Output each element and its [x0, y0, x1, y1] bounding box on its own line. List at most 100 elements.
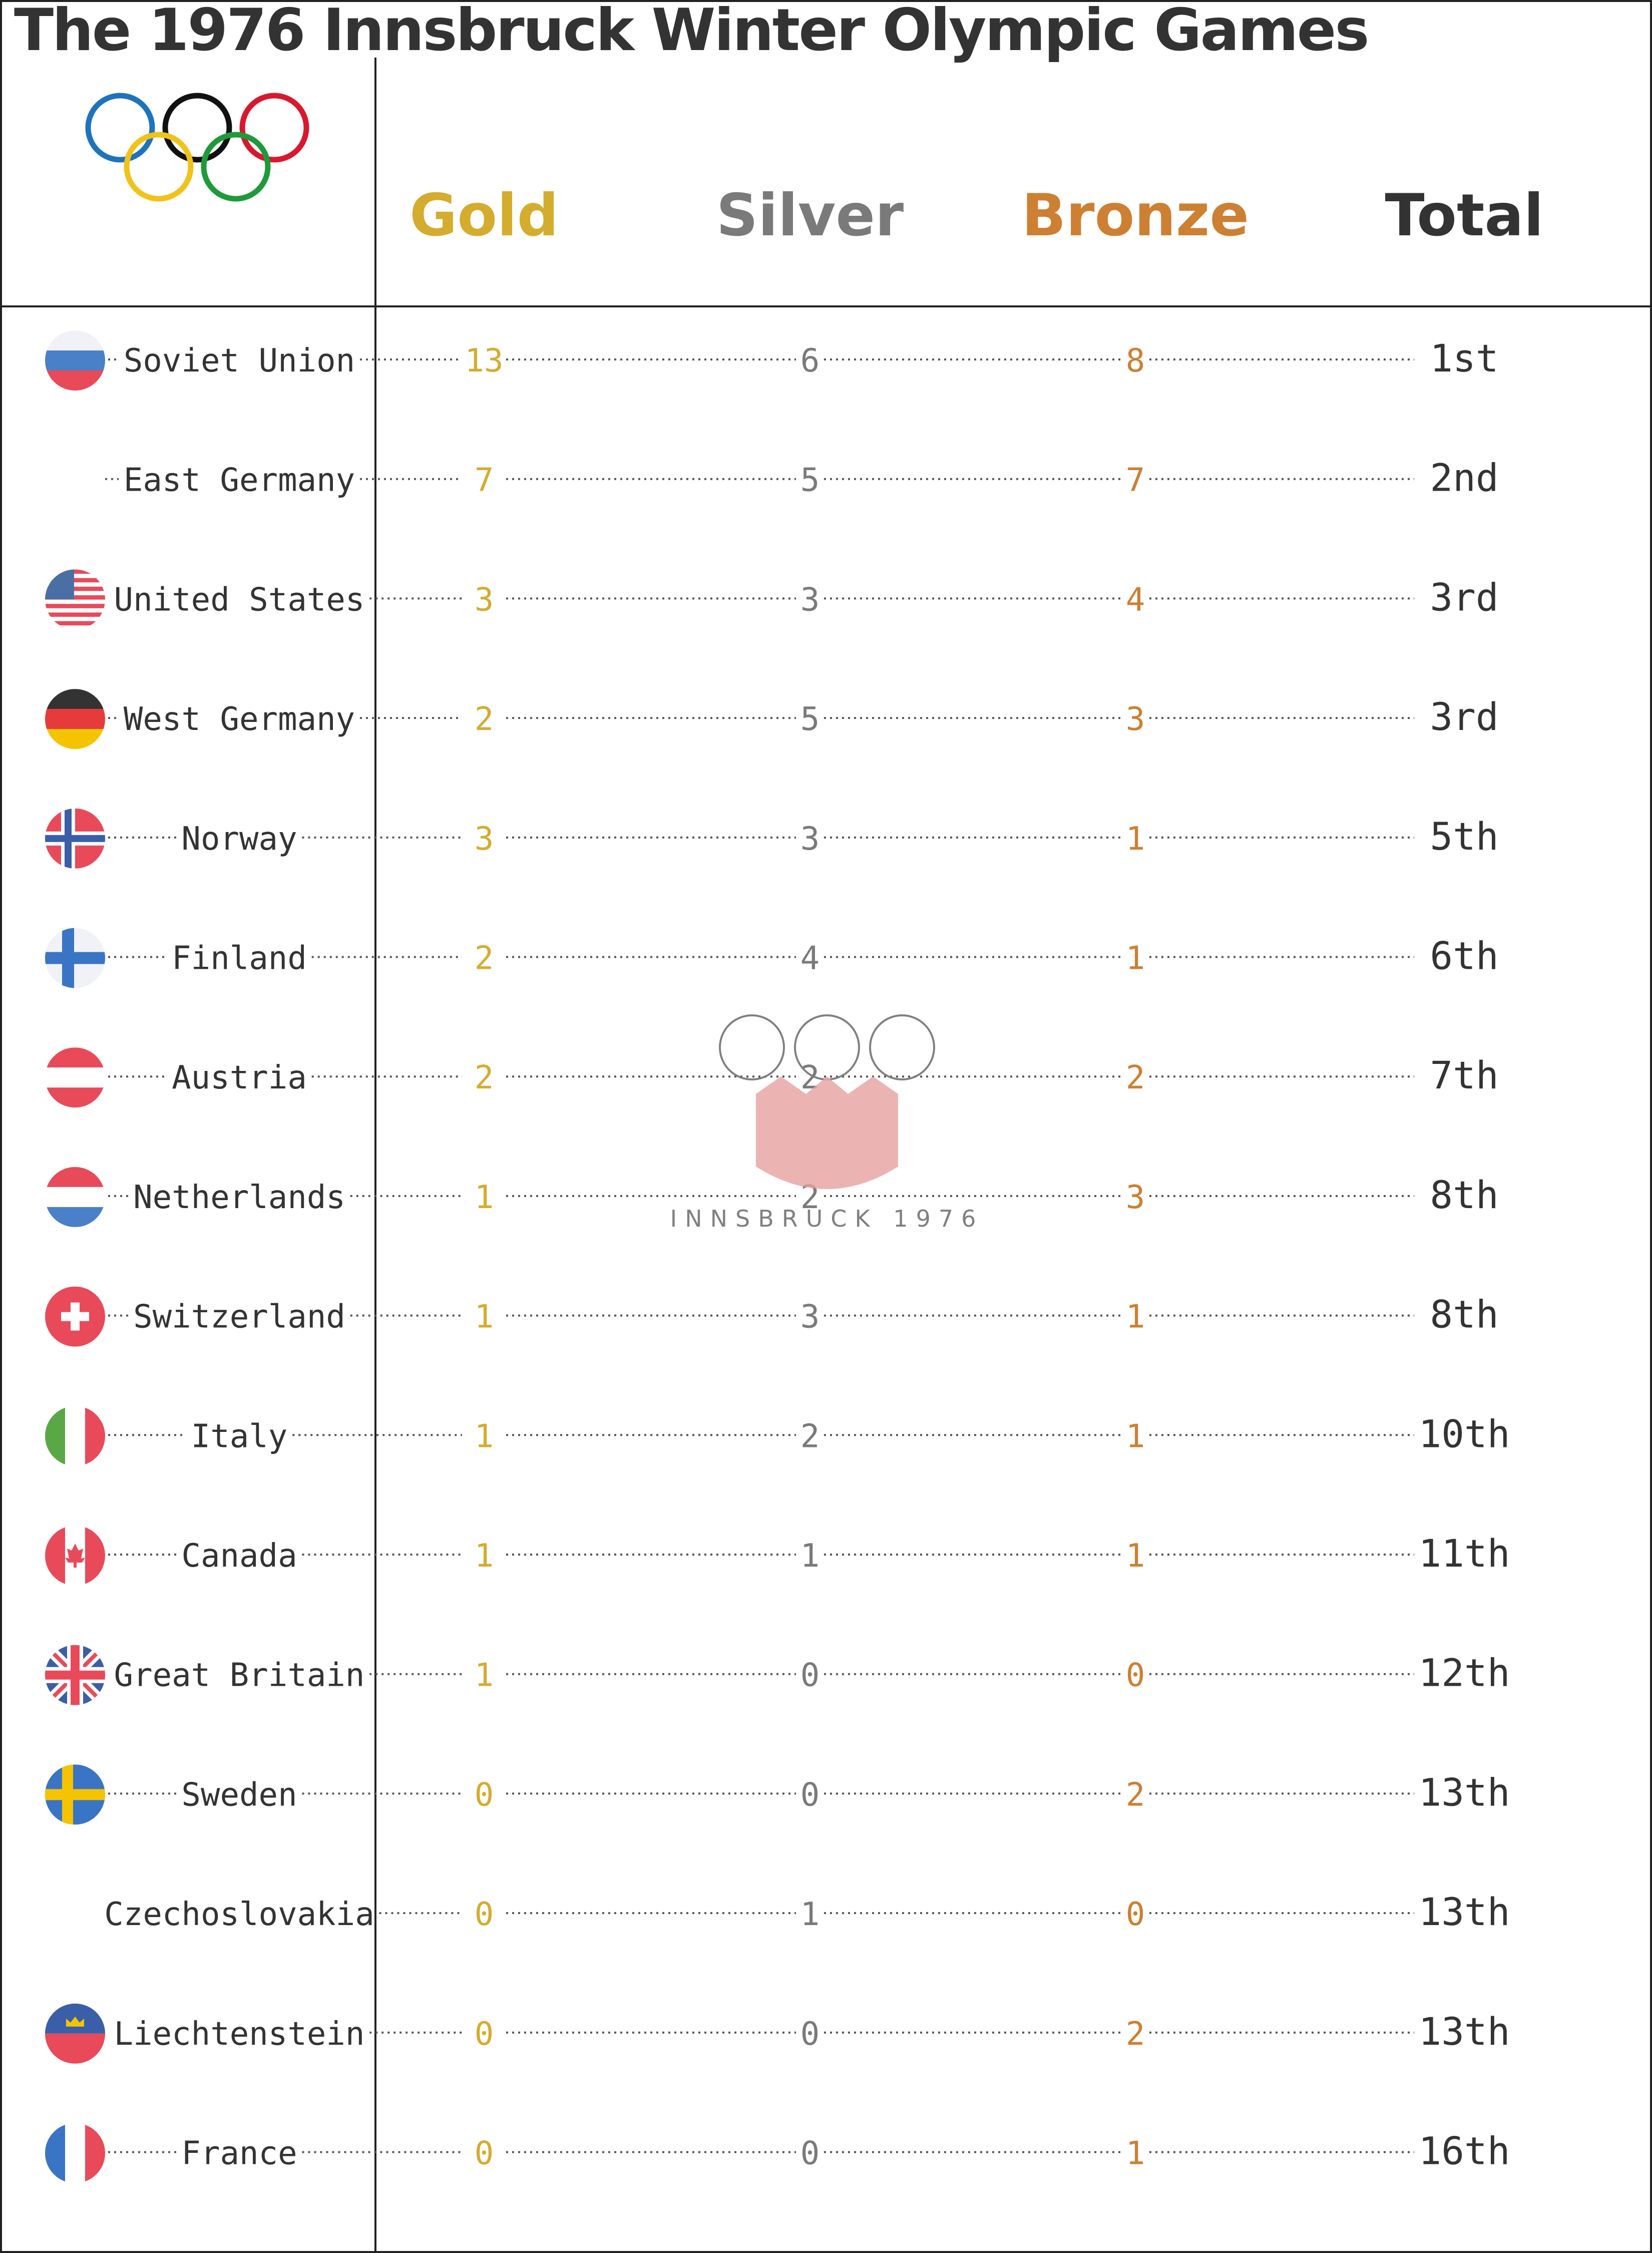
table-row: United States 3 3 4 3rd: [45, 569, 1499, 626]
table-row: East Germany 7 5 7 2nd: [105, 456, 1499, 500]
bronze-count: 8: [1126, 342, 1145, 380]
header-total: Total: [1385, 182, 1544, 249]
chart-title: The 1976 Innsbruck Winter Olympic Games: [14, 0, 1368, 64]
austria-flag-icon: [45, 1047, 105, 1108]
country-label: United States: [114, 581, 365, 618]
total-rank: 2nd: [1430, 456, 1498, 500]
country-label: Canada: [181, 1538, 297, 1575]
table-row: West Germany 2 5 3 3rd: [45, 689, 1499, 749]
france-flag-icon: [45, 2123, 105, 2183]
gold-count: 3: [475, 581, 494, 618]
country-label: France: [181, 2135, 297, 2172]
west-germany-flag-icon: [45, 689, 105, 749]
silver-count: 0: [800, 1657, 820, 1694]
table-row: Switzerland 1 3 1 8th: [45, 1286, 1499, 1347]
gold-count: 3: [475, 821, 494, 858]
total-rank: 1st: [1430, 336, 1498, 381]
silver-count: 3: [800, 821, 820, 858]
total-rank: 6th: [1430, 934, 1498, 978]
sweden-flag-icon: [45, 1764, 105, 1825]
country-label: Sweden: [181, 1776, 297, 1813]
table-row: Netherlands 1 2 3 8th: [45, 1167, 1499, 1227]
bronze-count: 2: [1126, 2016, 1145, 2053]
silver-count: 4: [800, 940, 820, 977]
italy-flag-icon: [45, 1406, 105, 1466]
total-rank: 13th: [1418, 1770, 1510, 1814]
total-rank: 8th: [1430, 1173, 1498, 1217]
gold-count: 0: [475, 2016, 494, 2053]
silver-count: 5: [800, 701, 820, 738]
country-label: Netherlands: [133, 1179, 345, 1216]
total-rank: 13th: [1418, 2009, 1510, 2054]
gold-count: 2: [475, 940, 494, 977]
bronze-count: 2: [1126, 1776, 1145, 1813]
gold-count: 1: [475, 1418, 494, 1455]
gold-count: 1: [475, 1657, 494, 1694]
silver-count: 2: [800, 1418, 820, 1455]
table-row: Sweden 0 0 2 13th: [45, 1764, 1510, 1825]
total-rank: 3rd: [1430, 694, 1498, 739]
total-rank: 3rd: [1430, 575, 1498, 619]
table-row: Canada 1 1 1 11th: [45, 1526, 1510, 1586]
header-bronze: Bronze: [1022, 182, 1249, 249]
total-rank: 5th: [1430, 814, 1498, 859]
total-rank: 11th: [1418, 1531, 1510, 1576]
silver-count: 0: [800, 2016, 820, 2053]
total-rank: 8th: [1430, 1292, 1498, 1337]
silver-count: 0: [800, 2135, 820, 2172]
table-row: France 0 0 1 16th: [45, 2123, 1510, 2183]
bronze-count: 3: [1126, 701, 1145, 738]
silver-count: 1: [800, 1896, 820, 1933]
bronze-count: 2: [1126, 1059, 1145, 1096]
silver-count: 3: [800, 1299, 820, 1336]
country-label: Liechtenstein: [114, 2016, 365, 2053]
soviet-union-flag-icon: [45, 330, 105, 391]
silver-count: 1: [800, 1538, 820, 1575]
bronze-count: 1: [1126, 1538, 1145, 1575]
country-label: Italy: [191, 1418, 288, 1455]
country-label: Great Britain: [114, 1657, 365, 1694]
silver-count: 5: [800, 462, 820, 499]
country-label: Finland: [172, 940, 307, 977]
gold-count: 1: [475, 1179, 494, 1216]
gold-count: 7: [475, 462, 494, 499]
gold-count: 2: [475, 1059, 494, 1096]
gold-count: 2: [475, 701, 494, 738]
liechtenstein-flag-icon: [45, 2003, 105, 2064]
united-states-flag-icon: [45, 569, 105, 626]
bronze-count: 1: [1126, 821, 1145, 858]
country-label: Austria: [172, 1059, 307, 1096]
table-row: Austria 2 2 2 7th: [45, 1047, 1499, 1108]
gold-count: 0: [475, 1776, 494, 1813]
table-row: Great Britain 1 0 0 12th: [45, 1645, 1510, 1705]
gold-count: 1: [475, 1538, 494, 1575]
country-label: East Germany: [124, 462, 355, 499]
silver-count: 0: [800, 1776, 820, 1813]
bronze-count: 0: [1126, 1657, 1145, 1694]
gold-count: 1: [475, 1299, 494, 1336]
total-rank: 12th: [1418, 1651, 1510, 1695]
bronze-count: 7: [1126, 462, 1145, 499]
bronze-count: 4: [1126, 581, 1145, 618]
gold-count: 0: [475, 2135, 494, 2172]
total-rank: 10th: [1418, 1411, 1510, 1456]
total-rank: 13th: [1418, 1890, 1510, 1934]
olympic-rings-icon: [85, 93, 309, 202]
gold-count: 0: [475, 1896, 494, 1933]
gold-count: 13: [465, 342, 503, 380]
total-rank: 7th: [1430, 1053, 1498, 1097]
table-row: Finland 2 4 1 6th: [45, 928, 1499, 988]
canada-flag-icon: [45, 1526, 105, 1586]
table-row: Soviet Union 13 6 8 1st: [45, 330, 1499, 391]
bronze-count: 1: [1126, 940, 1145, 977]
silver-count: 3: [800, 581, 820, 618]
country-label: West Germany: [124, 701, 355, 738]
bronze-count: 1: [1126, 1299, 1145, 1336]
table-row: Italy 1 2 1 10th: [45, 1406, 1510, 1466]
finland-flag-icon: [45, 928, 105, 988]
header-gold: Gold: [409, 182, 559, 249]
country-label: Soviet Union: [124, 342, 355, 380]
